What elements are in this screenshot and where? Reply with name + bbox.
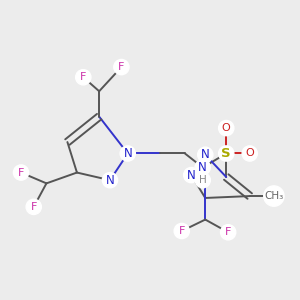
Text: F: F [31, 202, 37, 212]
Text: N: N [123, 147, 132, 160]
Text: CH₃: CH₃ [264, 191, 284, 201]
Text: F: F [118, 62, 124, 72]
Text: N: N [198, 161, 207, 174]
Text: H: H [199, 175, 207, 185]
Text: F: F [80, 72, 86, 82]
Circle shape [264, 186, 284, 206]
Circle shape [198, 147, 213, 162]
Circle shape [76, 70, 91, 85]
Circle shape [242, 146, 257, 161]
Circle shape [195, 172, 210, 188]
Text: F: F [225, 227, 231, 237]
Text: F: F [18, 168, 24, 178]
Circle shape [120, 146, 135, 161]
Text: N: N [201, 148, 210, 161]
Circle shape [102, 172, 118, 188]
Circle shape [184, 167, 199, 183]
Circle shape [220, 225, 236, 240]
Text: S: S [221, 147, 231, 160]
Circle shape [26, 199, 41, 214]
Text: F: F [178, 226, 185, 236]
Circle shape [219, 146, 234, 161]
Circle shape [14, 165, 28, 180]
Text: N: N [187, 169, 196, 182]
Text: O: O [245, 148, 254, 158]
Circle shape [114, 59, 129, 75]
Circle shape [219, 121, 234, 136]
Text: O: O [222, 123, 231, 133]
Circle shape [195, 160, 210, 175]
Text: N: N [106, 174, 114, 187]
Circle shape [174, 224, 189, 238]
